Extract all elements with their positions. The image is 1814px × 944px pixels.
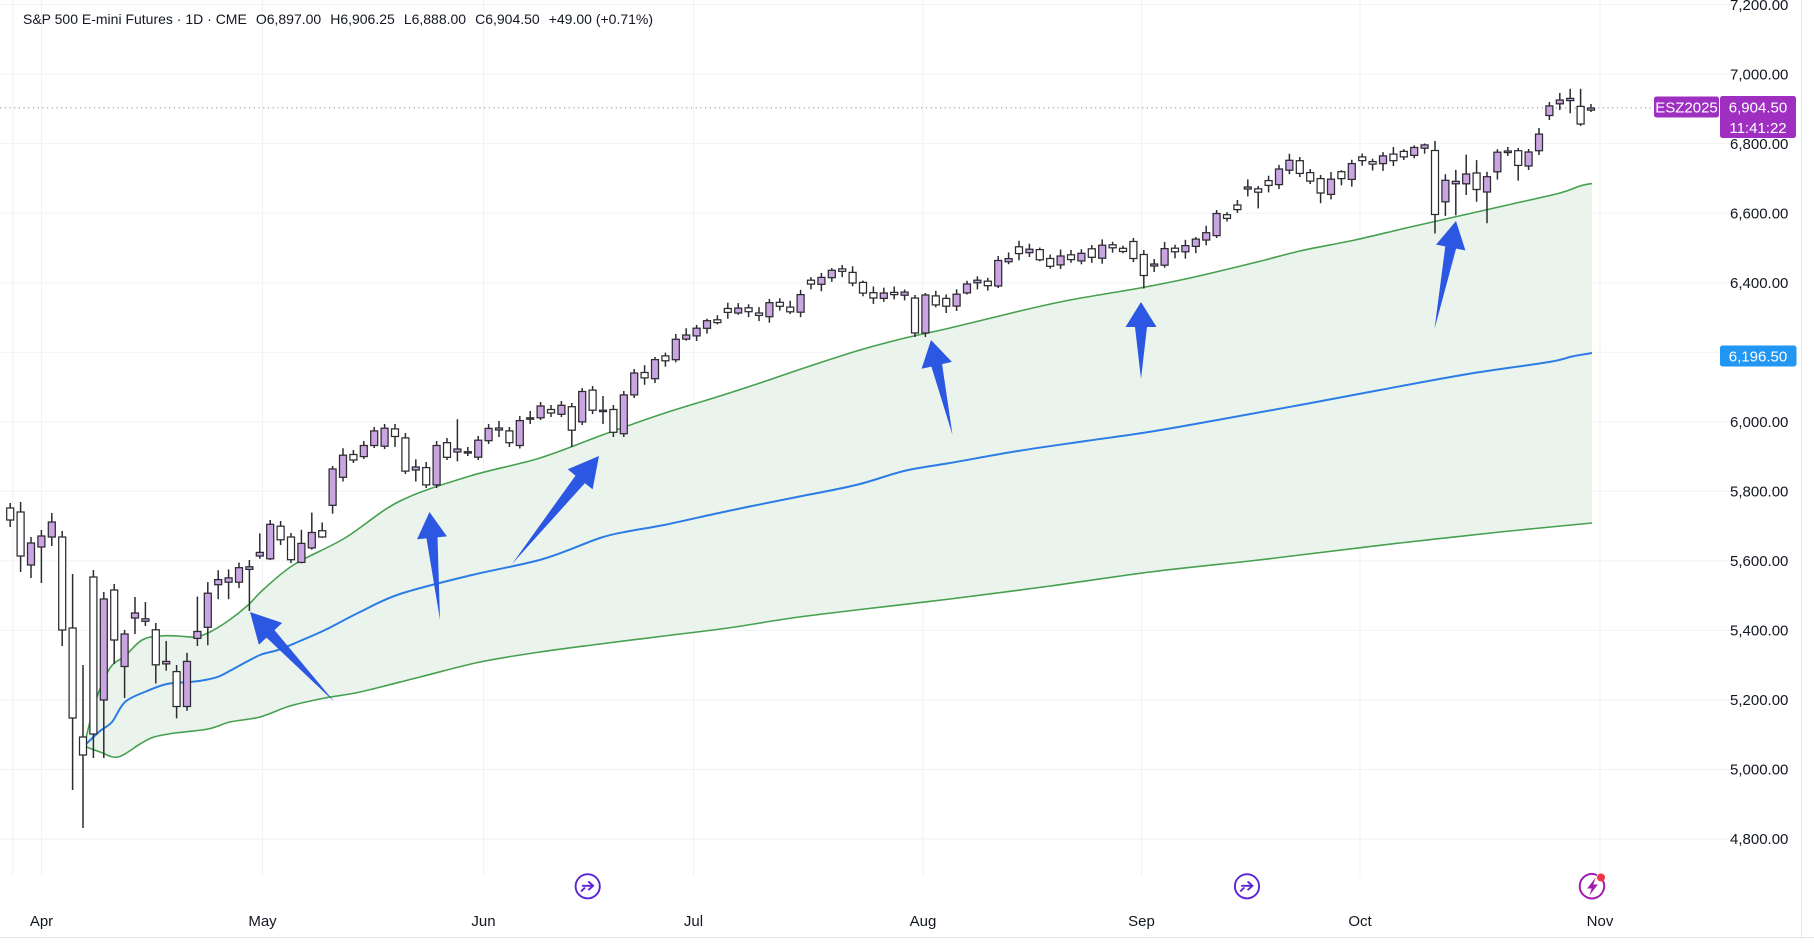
svg-text:5,200.00: 5,200.00 [1730, 692, 1788, 709]
svg-text:5,400.00: 5,400.00 [1730, 623, 1788, 640]
svg-text:Nov: Nov [1587, 913, 1614, 930]
svg-text:Jul: Jul [684, 913, 703, 930]
svg-text:6,400.00: 6,400.00 [1730, 275, 1788, 292]
svg-text:Apr: Apr [30, 913, 53, 930]
svg-text:5,600.00: 5,600.00 [1730, 553, 1788, 570]
svg-text:6,000.00: 6,000.00 [1730, 414, 1788, 431]
svg-text:5,000.00: 5,000.00 [1730, 762, 1788, 779]
svg-text:Aug: Aug [910, 913, 937, 930]
svg-text:May: May [248, 913, 277, 930]
svg-text:11:41:22: 11:41:22 [1729, 120, 1786, 137]
svg-text:6,196.50: 6,196.50 [1729, 349, 1787, 366]
svg-text:6,800.00: 6,800.00 [1730, 136, 1788, 153]
svg-text:6,904.50: 6,904.50 [1729, 100, 1787, 117]
svg-text:Sep: Sep [1128, 913, 1155, 930]
svg-text:7,200.00: 7,200.00 [1730, 0, 1788, 14]
svg-text:Jun: Jun [471, 913, 495, 930]
svg-text:S&P 500 E-mini Futures · 1D ·: S&P 500 E-mini Futures · 1D · CME O6,897.… [23, 11, 653, 27]
svg-text:7,000.00: 7,000.00 [1730, 66, 1788, 83]
svg-text:ESZ2025: ESZ2025 [1655, 100, 1718, 117]
svg-text:Oct: Oct [1348, 913, 1372, 930]
svg-text:4,800.00: 4,800.00 [1730, 831, 1788, 848]
svg-text:5,800.00: 5,800.00 [1730, 484, 1788, 501]
svg-text:6,600.00: 6,600.00 [1730, 205, 1788, 222]
